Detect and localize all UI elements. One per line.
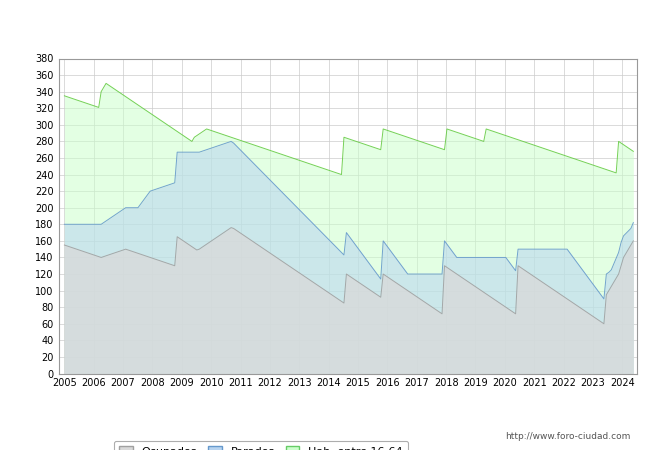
Text: Peñaranda de Duero - Evolucion de la poblacion en edad de Trabajar Mayo de 2024: Peñaranda de Duero - Evolucion de la pob… [64,18,586,31]
Text: http://www.foro-ciudad.com: http://www.foro-ciudad.com [505,432,630,441]
Legend: Ocupados, Parados, Hab. entre 16-64: Ocupados, Parados, Hab. entre 16-64 [114,441,408,450]
